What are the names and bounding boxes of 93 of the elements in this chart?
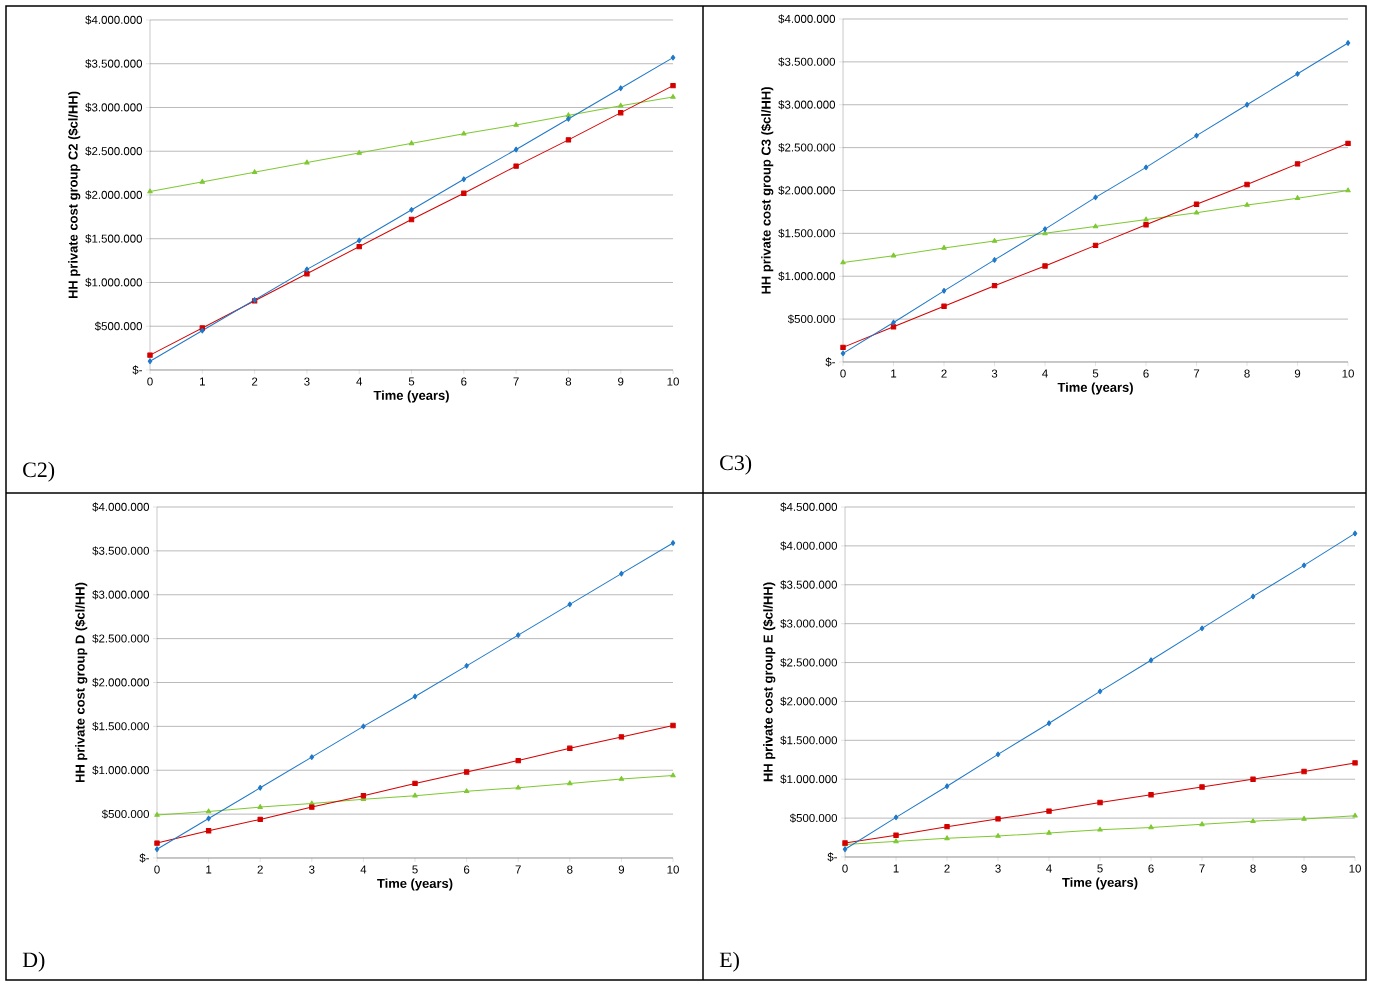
x-axis-title: Time (years) [1057, 382, 1133, 395]
text: C3) [720, 454, 752, 475]
y-tick-label: $1.500.000 [85, 234, 143, 244]
y-tick-label: $2.500.000 [92, 633, 150, 644]
x-tick-label: 9 [618, 865, 625, 874]
x-tick-label: 0 [147, 377, 153, 386]
y-tick-label: $3.500.000 [85, 59, 143, 69]
x-tick-label: 2 [944, 864, 950, 873]
x-axis-title: Time (years) [377, 878, 453, 891]
x-tick-label: 3 [309, 865, 315, 874]
y-axis-title: HH private cost group D ($cl/HH) [74, 582, 88, 783]
x-tick-label: 6 [461, 377, 467, 386]
y-tick-label: $3.000.000 [780, 619, 838, 629]
x-tick-label: 10 [667, 865, 679, 874]
y-tick-label: $- [139, 853, 149, 863]
y-tick-label: $3.500.000 [92, 546, 150, 556]
x-tick-label: 10 [667, 377, 679, 386]
x-tick-label: 1 [200, 377, 205, 386]
x-tick-label: 8 [1244, 369, 1250, 378]
x-tick-label: 2 [941, 369, 947, 378]
x-tick-label: 5 [408, 377, 415, 386]
y-tick-label: $500.000 [101, 809, 150, 819]
y-axis-title: HH private cost group E ($cl/HH) [762, 582, 776, 782]
x-tick-label: 6 [1148, 864, 1154, 873]
y-axis-title: HH private cost group C3 ($cl/HH) [760, 87, 774, 294]
y-tick-label: $500.000 [789, 813, 838, 823]
y-tick-label: $1.500.000 [778, 228, 836, 238]
y-tick-label: $1.000.000 [92, 765, 150, 775]
y-tick-label: $2.000.000 [92, 677, 150, 688]
x-tick-label: 7 [1193, 369, 1200, 378]
y-tick-label: $3.000.000 [92, 590, 150, 600]
x-tick-label: 9 [1294, 369, 1301, 378]
y-tick-label: $500.000 [787, 314, 836, 324]
y-tick-label: $1.000.000 [85, 277, 143, 288]
y-tick-label: $1.000.000 [780, 774, 838, 784]
x-tick-label: 4 [356, 377, 363, 386]
y-tick-label: $2.000.000 [85, 190, 143, 200]
y-tick-label: $- [827, 852, 837, 862]
x-tick-label: 8 [1250, 864, 1256, 873]
x-tick-label: 4 [360, 865, 367, 874]
x-tick-label: 7 [515, 865, 521, 874]
x-tick-label: 7 [1199, 864, 1205, 873]
y-tick-label: $2.000.000 [780, 696, 838, 707]
y-tick-label: $4.000.000 [92, 502, 150, 512]
y-tick-label: $4.500.000 [780, 502, 838, 512]
y-tick-label: $2.500.000 [85, 146, 143, 156]
x-tick-label: 8 [567, 865, 573, 874]
y-tick-label: $3.000.000 [85, 102, 143, 113]
x-tick-label: 5 [1092, 369, 1099, 378]
y-tick-label: $3.500.000 [780, 580, 838, 590]
y-tick-label: $2.500.000 [780, 657, 838, 668]
x-tick-label: 7 [513, 377, 519, 386]
x-tick-label: 3 [304, 377, 310, 386]
y-tick-label: $4.000.000 [780, 541, 838, 551]
x-tick-label: 1 [891, 369, 897, 378]
y-tick-label: $500.000 [94, 321, 143, 331]
x-tick-label: 3 [995, 864, 1001, 873]
y-tick-label: $4.000.000 [85, 15, 143, 25]
x-axis-title: Time (years) [373, 390, 449, 403]
y-tick-label: $4.000.000 [778, 14, 836, 24]
y-tick-label: $- [132, 365, 142, 375]
x-tick-label: 0 [840, 369, 846, 378]
x-tick-label: 2 [257, 865, 263, 874]
x-tick-label: 1 [206, 865, 212, 874]
y-tick-label: $- [825, 357, 835, 367]
text: E) [719, 951, 739, 972]
x-tick-label: 6 [464, 865, 470, 874]
y-tick-label: $1.000.000 [778, 271, 836, 281]
x-tick-label: 2 [252, 377, 258, 386]
x-tick-label: 10 [1349, 864, 1361, 873]
y-tick-label: $1.500.000 [780, 735, 838, 745]
x-tick-label: 5 [1097, 864, 1103, 873]
x-tick-label: 9 [618, 377, 624, 386]
y-tick-label: $3.500.000 [778, 57, 836, 67]
text: D) [22, 951, 45, 972]
x-tick-label: 9 [1301, 864, 1307, 873]
y-tick-label: $1.500.000 [92, 721, 150, 732]
y-axis-title: HH private cost group C2 ($cl/HH) [67, 91, 81, 299]
x-tick-label: 0 [154, 865, 160, 874]
x-tick-label: 4 [1042, 369, 1048, 378]
y-tick-label: $3.000.000 [778, 100, 836, 110]
x-tick-label: 10 [1342, 369, 1354, 378]
x-tick-label: 0 [842, 864, 848, 873]
y-tick-label: $2.500.000 [778, 142, 836, 153]
x-tick-label: 8 [565, 377, 572, 386]
x-tick-label: 3 [991, 369, 998, 378]
x-tick-label: 4 [1046, 864, 1052, 873]
x-tick-label: 6 [1143, 369, 1149, 378]
x-tick-label: 1 [893, 864, 899, 873]
x-axis-title: Time (years) [1062, 877, 1138, 890]
y-tick-label: $2.000.000 [778, 185, 836, 196]
x-tick-label: 5 [412, 865, 418, 874]
text: C2) [23, 461, 55, 482]
